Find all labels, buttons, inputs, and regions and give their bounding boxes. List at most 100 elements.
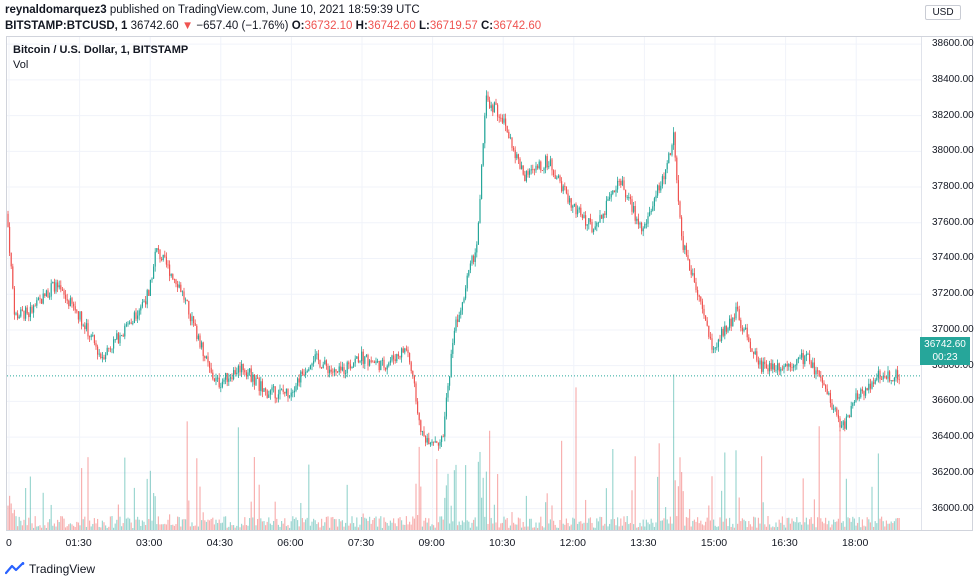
candle-body: [476, 244, 478, 253]
candle-body: [628, 197, 630, 198]
volume-bar: [519, 518, 521, 530]
candle-body: [498, 116, 500, 118]
volume-bar: [87, 457, 89, 530]
volume-bar: [498, 527, 500, 530]
candle-body: [156, 248, 158, 252]
candle-body: [785, 364, 787, 367]
candle-body: [647, 216, 649, 224]
volume-bar: [367, 520, 369, 530]
volume-bar: [362, 513, 364, 530]
low-value: 36719.57: [429, 20, 478, 32]
volume-bar: [247, 525, 249, 530]
volume-bar: [79, 525, 81, 530]
volume-bar: [205, 521, 207, 530]
volume-bar: [812, 523, 814, 530]
candle-body: [295, 385, 297, 391]
candle-body: [884, 375, 886, 377]
candle-body: [493, 102, 495, 113]
candle-body: [610, 193, 612, 198]
volume-bar: [215, 519, 217, 530]
candle-body: [481, 165, 483, 199]
currency-button[interactable]: USD: [925, 5, 961, 20]
candle-body: [865, 388, 867, 396]
volume-bar: [306, 517, 308, 530]
volume-bar: [701, 524, 703, 530]
volume-bar: [823, 523, 825, 530]
high-label: H:: [355, 20, 368, 32]
volume-bar: [836, 521, 838, 530]
candle-body: [777, 363, 779, 370]
candle-body: [717, 339, 719, 347]
volume-bar: [540, 516, 542, 530]
candle-body: [50, 283, 52, 297]
candle-body: [311, 363, 313, 366]
tradingview-branding[interactable]: TradingView: [5, 560, 95, 578]
volume-bar: [287, 525, 289, 530]
candle-body: [897, 370, 899, 380]
volume-bar: [226, 527, 228, 530]
plot-area[interactable]: Bitcoin / U.S. Dollar, 1, BITSTAMP Vol: [7, 37, 921, 530]
volume-bar: [69, 523, 71, 530]
price-axis[interactable]: 38600.00 38400.00 38200.00 38000.00 37800.00…: [922, 37, 974, 530]
candle-body: [519, 158, 521, 169]
candle-body: [225, 372, 227, 380]
author-name[interactable]: reynaldomarquez3: [5, 4, 107, 16]
candle-body: [684, 245, 686, 250]
candle-body: [145, 301, 147, 305]
candle-body: [850, 406, 852, 418]
volume-bar: [207, 519, 209, 530]
time-tick-label: 12:00: [559, 537, 586, 549]
candle-body: [441, 436, 443, 442]
volume-bar: [140, 525, 142, 530]
volume-legend[interactable]: Vol: [13, 59, 29, 71]
volume-bar: [279, 526, 281, 530]
candle-body: [802, 353, 804, 365]
candle-body: [631, 199, 633, 212]
volume-bar: [90, 526, 92, 530]
time-axis[interactable]: 0 01:30 03:00 04:30 06:00 07:30 09:00 10:30 12:0…: [6, 531, 920, 551]
volume-bar: [425, 517, 427, 530]
candle-body: [794, 365, 796, 367]
candle-body: [12, 266, 14, 289]
candle-body: [287, 388, 289, 398]
candle-body: [593, 229, 595, 232]
candle-body: [623, 180, 625, 190]
candle-body: [549, 159, 551, 167]
volume-bar: [474, 517, 476, 530]
candle-body: [839, 418, 841, 428]
volume-bar: [556, 527, 558, 530]
volume-bar: [457, 525, 459, 530]
volume-bar: [860, 527, 862, 530]
volume-bar: [599, 516, 601, 530]
volume-bar: [61, 516, 63, 530]
volume-bar: [647, 522, 649, 530]
volume-bar: [618, 526, 620, 530]
candle-body: [116, 333, 118, 340]
candle-body: [580, 207, 582, 216]
volume-bar: [196, 458, 198, 530]
volume-bar: [298, 526, 300, 530]
candle-body: [396, 354, 398, 362]
candle-body: [229, 377, 231, 379]
chart-legend-title[interactable]: Bitcoin / U.S. Dollar, 1, BITSTAMP: [13, 44, 189, 56]
candle-body: [679, 201, 681, 218]
volume-bar: [538, 522, 540, 530]
close-value: 36742.60: [493, 20, 542, 32]
candle-body: [90, 335, 92, 338]
price-chart[interactable]: [7, 37, 921, 530]
volume-bar: [132, 527, 134, 530]
volume-bar: [394, 523, 396, 530]
volume-bar: [57, 519, 59, 530]
candle-body: [588, 218, 590, 225]
candle-body: [367, 354, 369, 366]
price-tick-label: 38400.00: [932, 73, 974, 85]
volume-bar: [396, 526, 398, 530]
chart-container[interactable]: Bitcoin / U.S. Dollar, 1, BITSTAMP Vol 3…: [6, 36, 974, 531]
volume-bar: [810, 517, 812, 530]
candle-body: [173, 279, 175, 280]
volume-bar: [501, 522, 503, 530]
candle-body: [508, 131, 510, 138]
volume-bar: [18, 516, 20, 530]
volume-bar: [754, 517, 756, 530]
candle-body: [317, 353, 319, 361]
